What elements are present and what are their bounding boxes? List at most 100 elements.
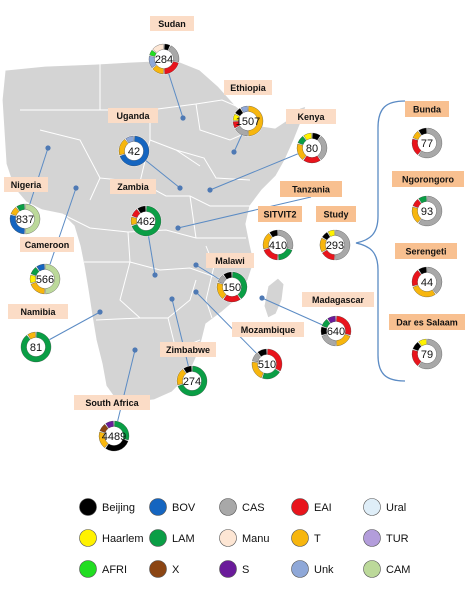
label-box-bunda: [405, 101, 449, 117]
label-box-malawi: [206, 253, 254, 268]
donut-kenya: 80: [296, 132, 328, 164]
label-mozambique: Mozambique: [232, 322, 304, 337]
study-sites-bracket: [355, 100, 406, 382]
legend-swatch-eai: [291, 498, 309, 516]
label-zimbabwe: Zimbabwe: [160, 342, 216, 357]
location-dot-malawi: [193, 262, 199, 268]
label-box-sudan: [150, 16, 194, 31]
legend-swatch-manu: [219, 529, 237, 547]
location-dot-zambia: [152, 272, 158, 278]
donut-slice-nigeria-cam: [25, 203, 41, 235]
donut-slice-cameroon-cam: [45, 263, 61, 295]
donut-slice-ethiopia-eai: [232, 121, 240, 129]
donut-total-cameroon: 566: [36, 274, 54, 286]
donut-slice-mozambique-cas: [252, 352, 261, 363]
label-ngorongoro: Ngorongoro: [392, 171, 464, 187]
donut-slice-dar-es-salaam-haarlem: [418, 338, 427, 347]
label-sitvit2: SITVIT2: [258, 206, 302, 222]
lineage-donuts: 284 1507 42 80 462 837 566 410 293 150 81 640 510 274…: [9, 43, 443, 452]
label-bunda: Bunda: [405, 101, 449, 117]
connector-tanzania: [177, 196, 312, 229]
legend-swatch-bov: [149, 498, 167, 516]
label-box-kenya: [286, 109, 336, 124]
label-box-namibia: [8, 304, 68, 319]
location-dot-cameroon: [73, 185, 79, 191]
donut-slice-malawi-cas: [217, 275, 227, 284]
label-box-dar-es-salaam: [389, 314, 465, 330]
legend-swatch-ural: [363, 498, 381, 516]
connector-lines: [24, 58, 337, 437]
label-south-africa: South Africa: [74, 395, 150, 410]
label-box-ngorongoro: [392, 171, 464, 187]
label-text-dar-es-salaam: Dar es Salaam: [396, 317, 458, 327]
donut-cameroon: 566: [29, 263, 61, 295]
legend-swatch-haarlem: [79, 529, 97, 547]
donut-slice-kenya-lam: [297, 136, 307, 145]
donut-slice-malawi-beijing: [223, 271, 232, 280]
label-zambia: Zambia: [110, 179, 156, 194]
donut-slice-south-africa-lam: [114, 420, 130, 441]
label-uganda: Uganda: [108, 108, 158, 123]
location-dot-nigeria: [45, 145, 51, 151]
label-box-south-africa: [74, 395, 150, 410]
donut-zambia: 462: [130, 205, 162, 237]
donut-slice-sitvit2-eai: [263, 248, 278, 261]
donut-slice-namibia-t: [27, 331, 36, 340]
label-madagascar: Madagascar: [302, 292, 374, 307]
location-dot-zimbabwe: [169, 296, 175, 302]
donut-slice-ngorongoro-eai: [412, 199, 422, 208]
location-dot-sudan: [180, 115, 186, 121]
label-text-mozambique: Mozambique: [241, 325, 296, 335]
donut-slice-south-africa-t: [98, 431, 109, 448]
donut-slice-kenya-haarlem: [303, 132, 312, 141]
location-dot-mozambique: [193, 289, 199, 295]
donut-slice-dar-es-salaam-cas: [418, 338, 443, 370]
donut-slice-serengeti-t: [412, 285, 436, 298]
donut-slice-kenya-t: [296, 143, 307, 160]
donut-study: 293: [319, 229, 351, 261]
donut-slice-zambia-lam: [131, 205, 162, 237]
donut-madagascar: 640: [320, 315, 352, 347]
legend-swatch-lam: [149, 529, 167, 547]
donut-zimbabwe: 274: [176, 365, 208, 397]
label-text-study: Study: [323, 209, 348, 219]
donut-slice-zimbabwe-lam: [177, 365, 208, 397]
donut-slice-study-eai: [322, 249, 335, 261]
donut-slice-study-t: [319, 237, 327, 253]
legend-swatch-t: [291, 529, 309, 547]
donut-total-zimbabwe: 274: [183, 376, 201, 388]
label-text-sudan: Sudan: [158, 19, 186, 29]
legend-label-eai: EAI: [314, 502, 332, 514]
label-text-tanzania: Tanzania: [292, 184, 331, 194]
donut-slice-south-africa-x: [99, 424, 109, 433]
donut-total-ethiopia: 1507: [236, 116, 260, 128]
label-box-uganda: [108, 108, 158, 123]
label-box-sitvit2: [258, 206, 302, 222]
donut-slice-sitvit2-beijing: [269, 229, 278, 238]
donut-total-sudan: 284: [155, 54, 173, 66]
label-box-serengeti: [395, 243, 457, 259]
donut-slice-kenya-cas: [317, 136, 328, 160]
legend-label-tur: TUR: [386, 533, 409, 545]
donut-total-nigeria: 837: [16, 214, 34, 226]
legend-swatch-afri: [79, 560, 97, 578]
donut-slice-uganda-t: [118, 139, 129, 156]
donut-slice-nigeria-lam: [16, 203, 25, 212]
label-dar-es-salaam: Dar es Salaam: [389, 314, 465, 330]
label-box-tanzania: [280, 181, 342, 197]
label-box-ethiopia: [224, 80, 272, 95]
donut-slice-malawi-t: [216, 282, 227, 299]
donut-slice-zimbabwe-t: [176, 369, 187, 386]
donut-total-bunda: 77: [421, 138, 433, 150]
label-box-zambia: [110, 179, 156, 194]
donut-slice-ethiopia-beijing: [235, 108, 244, 117]
legend-label-cas: CAS: [242, 502, 265, 514]
donut-bunda: 77: [411, 127, 443, 159]
label-text-nigeria: Nigeria: [11, 180, 43, 190]
legend-item-bov: BOV: [149, 498, 196, 516]
connector-cameroon: [44, 187, 77, 280]
donut-slice-sudan-manu: [152, 43, 164, 53]
donut-slice-south-africa-s: [105, 420, 114, 429]
label-sudan: Sudan: [150, 16, 194, 31]
donut-slice-south-africa-beijing: [105, 439, 129, 452]
